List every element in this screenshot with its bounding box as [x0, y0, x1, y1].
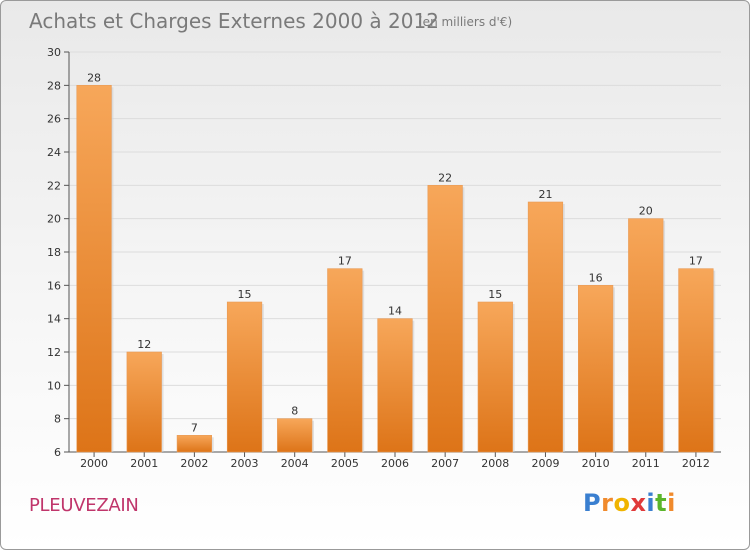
y-tick-label: 12	[47, 346, 61, 359]
y-tick-label: 22	[47, 179, 61, 192]
x-tick-label: 2012	[682, 457, 710, 470]
bar-value-label: 20	[639, 205, 653, 218]
logo-letter: o	[613, 489, 631, 517]
x-tick-label: 2002	[180, 457, 208, 470]
bar-value-label: 15	[238, 288, 252, 301]
bar-value-label: 8	[291, 405, 298, 418]
grid-lines	[69, 51, 721, 420]
y-tick-label: 26	[47, 113, 61, 126]
logo-letter: x	[630, 489, 647, 517]
labels: 6 8 10 12 14 16 18 20 22 24 26 28 30 28 2000 12 2001 7 200…	[47, 46, 710, 470]
x-tick-label: 2008	[481, 457, 509, 470]
x-tick-label: 2003	[231, 457, 259, 470]
bar	[377, 318, 413, 453]
commune-name: PLEUVEZAIN	[29, 495, 139, 516]
bar-value-label: 21	[538, 188, 552, 201]
bar-value-label: 28	[87, 71, 101, 84]
bar-value-label: 17	[338, 255, 352, 268]
bar-value-label: 7	[191, 421, 198, 434]
logo-letter: i	[667, 489, 676, 517]
bar-value-label: 12	[137, 338, 151, 351]
bar	[578, 285, 614, 453]
x-tick-label: 2005	[331, 457, 359, 470]
logo-letter: i	[646, 489, 656, 517]
logo-letter: P	[583, 489, 602, 517]
y-tick-label: 8	[54, 413, 61, 426]
bar	[628, 218, 664, 453]
bar	[76, 85, 112, 453]
y-tick-label: 18	[47, 246, 61, 259]
x-tick-label: 2009	[531, 457, 559, 470]
y-tick-label: 20	[47, 213, 61, 226]
bar	[678, 268, 714, 453]
bar-value-label: 22	[438, 171, 452, 184]
bar	[277, 418, 313, 453]
x-tick-label: 2011	[632, 457, 660, 470]
bar	[126, 351, 162, 453]
bar-value-label: 17	[689, 255, 703, 268]
bar	[327, 268, 363, 453]
proxiti-logo: Proxiti	[583, 489, 676, 517]
bar-value-label: 16	[589, 271, 603, 284]
x-tick-label: 2001	[130, 457, 158, 470]
chart-title: Achats et Charges Externes 2000 à 2012	[29, 9, 439, 33]
x-tick-label: 2006	[381, 457, 409, 470]
chart-subtitle: (en milliers d'€)	[418, 15, 512, 29]
logo-letter: r	[601, 489, 614, 517]
x-tick-label: 2007	[431, 457, 459, 470]
bar-value-label: 15	[488, 288, 502, 301]
bar	[477, 301, 513, 453]
y-tick-label: 6	[54, 446, 61, 459]
y-tick-label: 14	[47, 313, 61, 326]
x-tick-label: 2010	[582, 457, 610, 470]
bar	[427, 185, 463, 453]
bar	[176, 435, 212, 453]
bar	[226, 301, 263, 453]
y-tick-label: 28	[47, 79, 61, 92]
y-tick-label: 24	[47, 146, 61, 159]
bars	[76, 85, 716, 453]
x-tick-label: 2004	[281, 457, 309, 470]
bar-value-label: 14	[388, 305, 402, 318]
logo-letter: t	[655, 489, 668, 517]
x-tick-label: 2000	[80, 457, 108, 470]
y-tick-label: 30	[47, 46, 61, 59]
y-tick-label: 16	[47, 279, 61, 292]
bar	[527, 201, 564, 453]
y-tick-label: 10	[47, 379, 61, 392]
